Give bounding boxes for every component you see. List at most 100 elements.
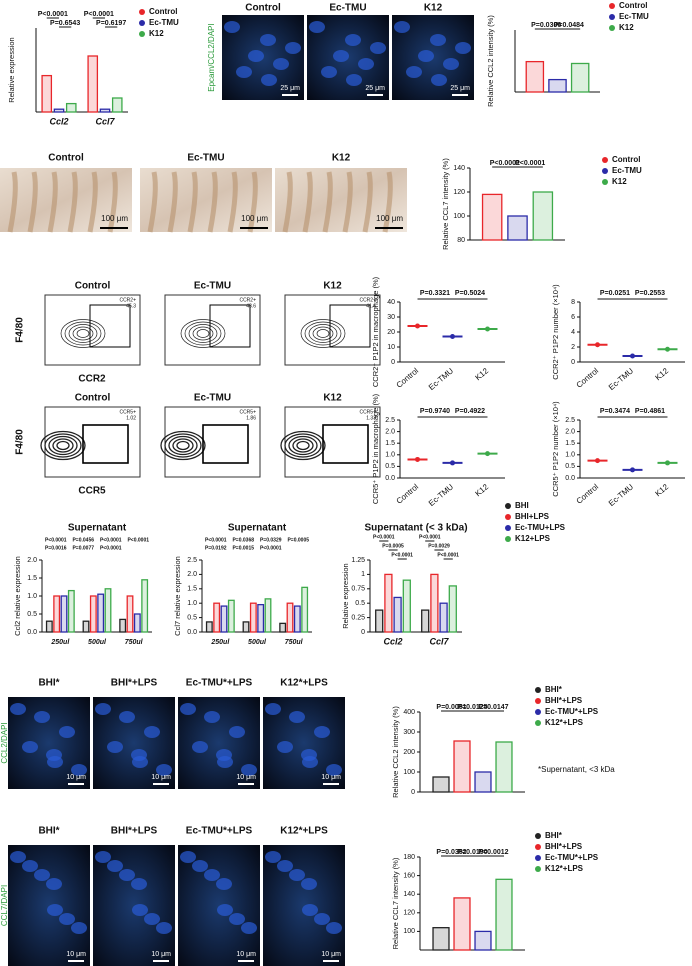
panel-label: Ec-TMU [329, 3, 366, 14]
nucleus [229, 726, 245, 738]
tissue [147, 171, 158, 233]
micrograph [8, 845, 90, 966]
panel-label: Ec-TMU [194, 393, 231, 404]
nucleus [204, 869, 220, 881]
legend-swatch [535, 833, 541, 839]
panel-label: K12*+LPS [280, 678, 328, 689]
x-tick-label: Ec-TMU [427, 482, 455, 508]
bar [41, 74, 53, 113]
panel-label: BHI*+LPS [111, 678, 158, 689]
p-value: P=0.9740 [420, 408, 450, 415]
scale-label: 10 μm [66, 774, 86, 781]
nucleus [34, 711, 50, 723]
bar [53, 595, 61, 633]
micrograph [93, 845, 175, 966]
nucleus [10, 703, 26, 715]
y-tick-label: 1.5 [27, 575, 37, 582]
nucleus [216, 878, 232, 890]
x-tick-label: Control [395, 482, 421, 506]
scale-label: 100 μm [241, 214, 268, 223]
y-tick-label: 0.0 [187, 629, 197, 636]
scale-label: 100 μm [376, 214, 403, 223]
nucleus [132, 904, 148, 916]
y-tick-label: 80 [457, 237, 465, 244]
bar [474, 771, 492, 793]
x-tick-label: 250ul [50, 639, 70, 646]
bar [286, 602, 294, 633]
panel-label: K12 [424, 3, 443, 14]
p-value: P<0.0001 [419, 534, 441, 540]
chart-title: Supernatant (< 3 kDa) [364, 523, 467, 534]
legend-swatch [602, 179, 608, 185]
y-tick-label: 300 [403, 729, 415, 736]
x-tick-label: K12 [653, 482, 670, 498]
legend-swatch [139, 20, 145, 26]
legend-label: K12*+LPS [545, 864, 584, 873]
y-tick-label: 2.0 [187, 571, 197, 578]
gate-name: CCR2+ [359, 297, 376, 303]
contour [288, 435, 318, 456]
bar [53, 108, 65, 113]
nucleus [22, 741, 38, 753]
legend-label: BHI*+LPS [545, 696, 583, 705]
panel-label: Ec-TMU [187, 153, 224, 164]
p-value: P=0.5024 [455, 290, 485, 297]
contour [52, 438, 74, 453]
legend-swatch [609, 14, 615, 20]
gate-name: CCR2+ [239, 297, 256, 303]
contour [164, 433, 202, 458]
y-tick-label: 100 [453, 213, 465, 220]
contour [308, 324, 338, 343]
bar [570, 62, 590, 93]
tissue [382, 171, 393, 233]
tissue [207, 171, 218, 233]
nucleus [241, 764, 257, 776]
tissue [282, 171, 293, 233]
nucleus [260, 34, 276, 46]
note: *Supernatant, <3 kDa [538, 765, 615, 774]
legend-label: BHI* [545, 831, 563, 840]
y-tick-label: 140 [403, 891, 415, 898]
tissue [107, 171, 118, 233]
nucleus [333, 50, 349, 62]
bar [67, 589, 75, 633]
y-axis-label: Relative CCL2 intensity (%) [391, 706, 400, 798]
nucleus [326, 922, 342, 934]
gate-name: CCR5+ [359, 409, 376, 415]
legend-label: K12 [619, 23, 634, 32]
y-tick-label: 0 [361, 629, 365, 636]
y-tick-label: 2.0 [27, 557, 37, 564]
y-tick-label: 400 [403, 709, 415, 716]
p-value: P<0.0001 [100, 545, 122, 551]
nucleus [59, 913, 75, 925]
y-tick-label: 0 [411, 789, 415, 796]
legend-label: Control [149, 7, 177, 16]
mean-point [665, 460, 670, 466]
gate-value: 1.86 [246, 415, 256, 421]
y-tick-label: 0.25 [351, 614, 365, 621]
y-axis-label: CCR2⁺ P1P2 number (×10⁴) [551, 284, 560, 380]
y-tick-label: 160 [403, 872, 415, 879]
contour [168, 435, 198, 456]
contour [176, 440, 190, 451]
scale-label: 100 μm [101, 214, 128, 223]
legend-swatch [535, 866, 541, 872]
x-tick-label: Ec-TMU [607, 482, 635, 508]
y-tick-label: 4 [571, 329, 575, 336]
y-tick-label: 1.25 [351, 557, 365, 564]
nucleus [119, 711, 135, 723]
legend-swatch [609, 3, 615, 9]
gate [209, 304, 251, 348]
contour [40, 430, 86, 461]
p-value: P<0.0001 [490, 160, 520, 167]
contour [68, 324, 98, 343]
bar [119, 618, 127, 633]
bar [481, 193, 503, 241]
nucleus [180, 703, 196, 715]
stain-label: CCL2/DAPI [0, 722, 9, 763]
p-value: P=0.0005 [287, 537, 309, 543]
bar [111, 97, 123, 113]
bar [249, 602, 257, 633]
p-value: P<0.0001 [515, 160, 545, 167]
nucleus [10, 851, 26, 863]
